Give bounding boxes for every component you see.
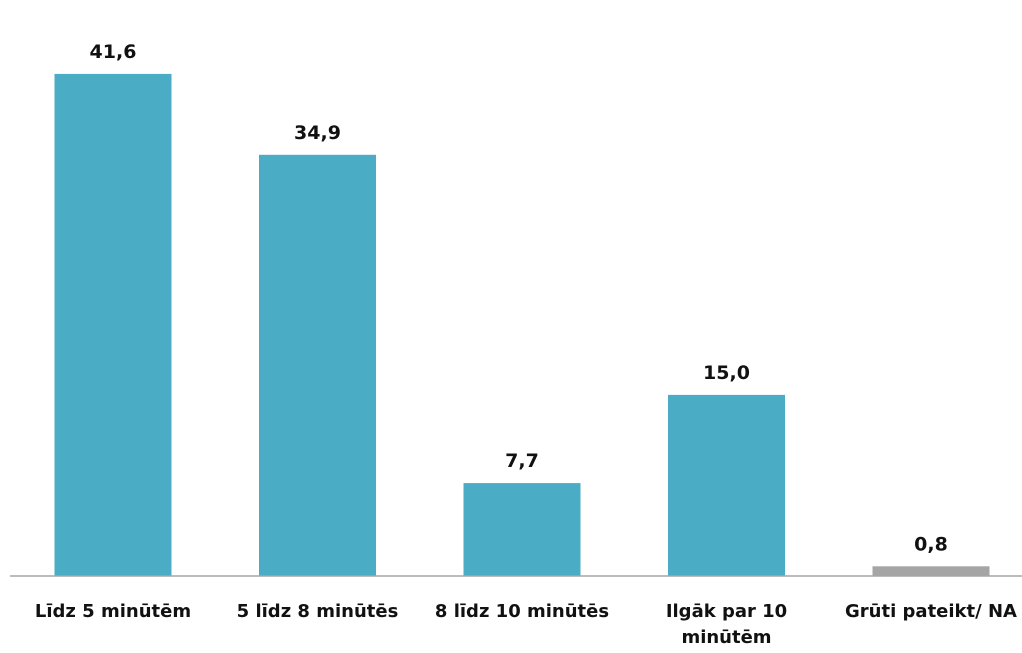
bar-3 — [668, 394, 785, 576]
category-label-4-line-0: Grūti pateikt/ NA — [845, 601, 1017, 622]
value-labels-group: 41,6 34,9 7,7 15,0 0,8 — [90, 41, 948, 555]
value-label-2: 7,7 — [505, 450, 539, 472]
category-labels-group: Līdz 5 minūtēm 5 līdz 8 minūtēs 8 līdz 10 … — [35, 601, 1017, 648]
bar-2 — [463, 483, 581, 576]
value-label-4: 0,8 — [914, 533, 948, 555]
category-label-2: 8 līdz 10 minūtēs — [435, 601, 609, 622]
value-label-0: 41,6 — [90, 41, 137, 63]
category-label-2-line-0: 8 līdz 10 minūtēs — [435, 601, 609, 622]
category-label-0-line-0: Līdz 5 minūtēm — [35, 601, 191, 622]
category-label-1: 5 līdz 8 minūtēs — [237, 601, 399, 622]
category-label-3: Ilgāk par 10 minūtēm — [666, 601, 787, 648]
bar-4 — [872, 566, 990, 576]
category-label-1-line-0: 5 līdz 8 minūtēs — [237, 601, 399, 622]
value-label-1: 34,9 — [294, 122, 341, 144]
bar-1 — [259, 154, 376, 577]
category-label-4: Grūti pateikt/ NA — [845, 601, 1017, 622]
value-label-3: 15,0 — [703, 362, 750, 384]
category-label-3-line-1: minūtēm — [681, 627, 771, 648]
bars-group — [54, 73, 990, 577]
category-label-3-line-0: Ilgāk par 10 — [666, 601, 787, 622]
category-label-0: Līdz 5 minūtēm — [35, 601, 191, 622]
bar-0 — [54, 73, 172, 577]
